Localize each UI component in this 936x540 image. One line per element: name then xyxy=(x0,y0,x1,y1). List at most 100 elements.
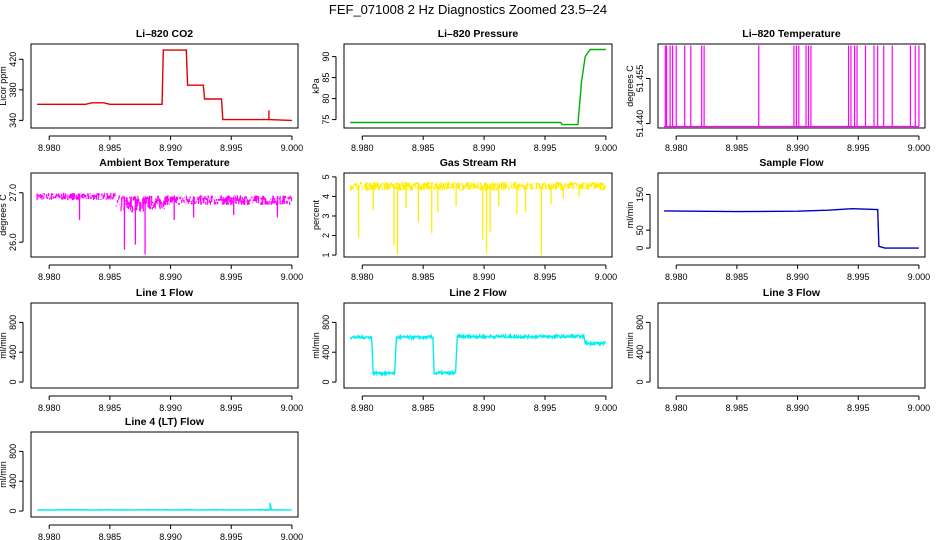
x-tick-label: 8.985 xyxy=(412,143,435,153)
x-tick-label: 8.985 xyxy=(99,403,122,413)
x-tick-label: 8.980 xyxy=(38,143,61,153)
y-axis-label: ml/min xyxy=(311,332,321,359)
x-tick-label: 8.990 xyxy=(786,403,809,413)
y-tick-label: 51.440 xyxy=(635,110,645,138)
y-tick-label: 75 xyxy=(321,115,331,125)
panel-5: Gas Stream RH 8.980 8.985 8.990 8.995 9.000 1 2… xyxy=(311,157,617,282)
panel-title: Gas Stream RH xyxy=(440,157,516,169)
x-tick-label: 8.990 xyxy=(159,143,182,153)
plot-frame xyxy=(657,43,926,129)
panel-10: Line 4 (LT) Flow 8.980 8.985 8.990 8.995 9.00… xyxy=(0,416,303,540)
x-tick-label: 8.995 xyxy=(220,272,243,282)
y-tick-label: 80 xyxy=(321,94,331,104)
plot-frame xyxy=(343,43,613,129)
x-tick-label: 8.990 xyxy=(786,272,809,282)
x-tick-label: 8.985 xyxy=(726,272,749,282)
x-tick-label: 8.990 xyxy=(159,403,182,413)
x-tick-label: 8.995 xyxy=(220,532,243,540)
plot-frame xyxy=(657,172,926,258)
series-band xyxy=(349,181,607,191)
series-line xyxy=(664,207,919,249)
x-tick-label: 8.980 xyxy=(38,272,61,282)
x-tick-label: 8.980 xyxy=(351,272,374,282)
panel-title: Ambient Box Temperature xyxy=(99,157,230,169)
panel-title: Sample Flow xyxy=(759,157,824,169)
y-tick-label: 400 xyxy=(8,345,18,360)
panel-title: Li–820 Pressure xyxy=(438,28,519,40)
x-tick-label: 9.000 xyxy=(281,403,304,413)
y-tick-label: 0 xyxy=(8,380,18,385)
x-tick-label: 9.000 xyxy=(908,143,931,153)
x-tick-label: 8.990 xyxy=(159,272,182,282)
panel-1: Li–820 CO2 8.980 8.985 8.990 8.995 9.000 340 38… xyxy=(0,28,303,153)
x-tick-label: 8.980 xyxy=(665,143,688,153)
y-tick-label: 340 xyxy=(8,113,18,128)
series-line xyxy=(37,49,292,122)
panel-title: Line 2 Flow xyxy=(449,287,507,299)
panel-title: Line 1 Flow xyxy=(136,287,194,299)
x-tick-label: 9.000 xyxy=(281,143,304,153)
y-tick-label: 85 xyxy=(321,73,331,83)
x-tick-label: 8.980 xyxy=(665,403,688,413)
y-tick-label: 400 xyxy=(321,345,331,360)
y-tick-label: 800 xyxy=(321,315,331,330)
x-tick-label: 8.985 xyxy=(99,272,122,282)
y-tick-label: 90 xyxy=(321,52,331,62)
x-tick-label: 8.990 xyxy=(786,143,809,153)
x-tick-label: 8.995 xyxy=(534,272,557,282)
panel-7: Line 1 Flow 8.980 8.985 8.990 8.995 9.000 0 400… xyxy=(0,287,303,413)
y-tick-label: 2 xyxy=(321,233,331,238)
x-tick-label: 9.000 xyxy=(281,532,304,540)
x-tick-label: 8.990 xyxy=(473,143,496,153)
x-tick-label: 8.995 xyxy=(220,143,243,153)
y-tick-label: 0 xyxy=(635,246,645,251)
x-tick-label: 8.985 xyxy=(412,272,435,282)
x-tick-label: 8.990 xyxy=(159,532,182,540)
plot-frame xyxy=(343,172,613,258)
x-tick-label: 8.980 xyxy=(351,143,374,153)
panel-title: Li–820 CO2 xyxy=(136,28,193,40)
y-tick-label: 4 xyxy=(321,194,331,199)
x-tick-label: 8.980 xyxy=(665,272,688,282)
y-tick-label: 400 xyxy=(635,345,645,360)
panel-title: Li–820 Temperature xyxy=(742,28,841,40)
x-tick-label: 8.980 xyxy=(38,403,61,413)
x-tick-label: 8.995 xyxy=(847,403,870,413)
x-tick-label: 9.000 xyxy=(595,403,618,413)
y-tick-label: 27.0 xyxy=(8,184,18,202)
panel-2: Li–820 Pressure 8.980 8.985 8.990 8.995 9.000… xyxy=(311,28,617,153)
panel-3: Li–820 Temperature 8.980 8.985 8.990 8.995 9.… xyxy=(625,28,930,153)
y-tick-label: 3 xyxy=(321,213,331,218)
y-tick-label: 5 xyxy=(321,174,331,179)
x-tick-label: 8.990 xyxy=(473,272,496,282)
y-axis-label: ml/min xyxy=(625,332,635,359)
y-tick-label: 380 xyxy=(8,82,18,97)
x-tick-label: 8.995 xyxy=(534,403,557,413)
y-tick-label: 26.0 xyxy=(8,233,18,251)
x-tick-label: 8.980 xyxy=(351,403,374,413)
y-axis-label: degrees C xyxy=(625,65,635,107)
page-title: FEF_071008 2 Hz Diagnostics Zoomed 23.5–… xyxy=(328,2,608,17)
x-tick-label: 9.000 xyxy=(908,403,931,413)
x-tick-label: 8.995 xyxy=(220,403,243,413)
y-tick-label: 1 xyxy=(321,253,331,258)
plot-frame xyxy=(30,172,299,258)
series-line xyxy=(349,332,606,378)
y-tick-label: 800 xyxy=(8,444,18,459)
x-tick-label: 9.000 xyxy=(281,272,304,282)
y-tick-label: 400 xyxy=(8,474,18,489)
x-tick-label: 8.985 xyxy=(726,403,749,413)
panel-4: Ambient Box Temperature 8.980 8.985 8.990 8.… xyxy=(0,157,303,282)
series-line xyxy=(37,502,292,511)
x-tick-label: 9.000 xyxy=(908,272,931,282)
series-band xyxy=(36,192,293,213)
x-tick-label: 8.995 xyxy=(847,272,870,282)
plot-frame xyxy=(30,431,299,518)
y-axis-label: kPa xyxy=(311,78,321,94)
x-tick-label: 8.995 xyxy=(534,143,557,153)
series-line xyxy=(350,48,606,126)
y-axis-label: Licor ppm xyxy=(0,66,8,106)
y-tick-label: 51.455 xyxy=(635,65,645,93)
panel-title: Line 4 (LT) Flow xyxy=(125,416,205,428)
